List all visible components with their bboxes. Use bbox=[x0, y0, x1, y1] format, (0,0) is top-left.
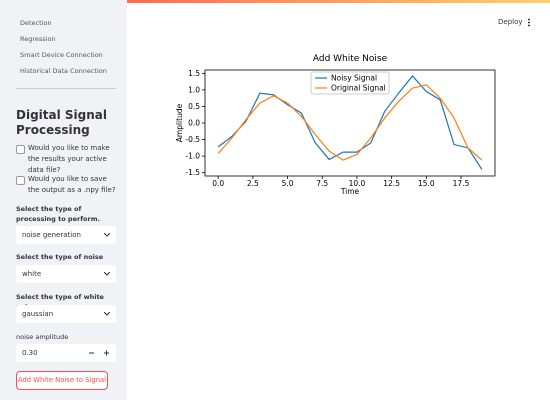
y-axis-label: Amplitude bbox=[175, 103, 184, 142]
legend-label: Noisy Signal bbox=[331, 74, 377, 83]
x-tick-label: 7.5 bbox=[316, 179, 328, 188]
number-input[interactable]: 0.30 bbox=[16, 344, 116, 362]
x-tick-label: 0.0 bbox=[212, 179, 224, 188]
x-tick-label: 10.0 bbox=[349, 179, 366, 188]
y-tick-label: 0.5 bbox=[188, 102, 200, 111]
checkbox[interactable] bbox=[16, 145, 25, 154]
y-tick-label: -1.5 bbox=[185, 168, 200, 177]
x-tick-label: 17.5 bbox=[453, 179, 470, 188]
select[interactable]: noise generation bbox=[16, 226, 116, 244]
label: Select the type of processing to perform… bbox=[16, 205, 100, 223]
legend-label: Original Signal bbox=[331, 84, 386, 93]
x-tick-label: 2.5 bbox=[247, 179, 259, 188]
x-tick-label: 12.5 bbox=[383, 179, 400, 188]
select-value: white bbox=[22, 270, 42, 278]
x-axis-label: Time bbox=[340, 187, 360, 196]
label: noise amplitude bbox=[16, 333, 69, 341]
checkbox-label: Would you like to make the results your … bbox=[28, 144, 110, 174]
x-tick-label: 5.0 bbox=[282, 179, 294, 188]
menu[interactable] bbox=[527, 18, 531, 27]
sidebar: Detection Regression Smart Device Connec… bbox=[0, 0, 127, 400]
x-tick-label: 15.0 bbox=[418, 179, 435, 188]
chevron bbox=[104, 272, 110, 276]
series-line bbox=[217, 75, 483, 170]
y-tick-label: 0.0 bbox=[188, 119, 200, 128]
select[interactable]: gaussian bbox=[16, 305, 116, 323]
chart-title: Add White Noise bbox=[313, 54, 388, 64]
nav-link[interactable]: Regression bbox=[20, 35, 56, 43]
nav-link[interactable]: Historical Data Connection bbox=[20, 67, 107, 75]
chevron bbox=[104, 312, 110, 316]
nav-link[interactable]: Smart Device Connection bbox=[20, 51, 103, 59]
deploy[interactable]: Deploy bbox=[498, 18, 523, 26]
stepper[interactable] bbox=[88, 349, 112, 357]
top-bar bbox=[0, 0, 550, 3]
select-value: noise generation bbox=[22, 231, 81, 239]
checkbox[interactable] bbox=[16, 176, 25, 185]
select[interactable]: white bbox=[16, 265, 116, 283]
divider bbox=[16, 88, 116, 89]
label: Select the type of noise bbox=[16, 253, 104, 261]
chevron bbox=[104, 233, 110, 237]
y-tick-label: -0.5 bbox=[185, 135, 200, 144]
heading: Digital Signal Processing bbox=[16, 108, 108, 137]
legend bbox=[310, 71, 390, 95]
series-line bbox=[217, 84, 483, 161]
checkbox-label: Would you like to save the output as a .… bbox=[28, 175, 116, 194]
y-tick-label: -1.0 bbox=[185, 152, 200, 161]
y-tick-label: 1.0 bbox=[188, 85, 200, 94]
input-value: 0.30 bbox=[22, 349, 38, 357]
nav-link[interactable]: Detection bbox=[20, 19, 52, 27]
button[interactable]: Add White Noise to Signal bbox=[16, 371, 108, 390]
y-tick-label: 1.5 bbox=[188, 69, 200, 78]
select-value: gaussian bbox=[22, 310, 54, 318]
